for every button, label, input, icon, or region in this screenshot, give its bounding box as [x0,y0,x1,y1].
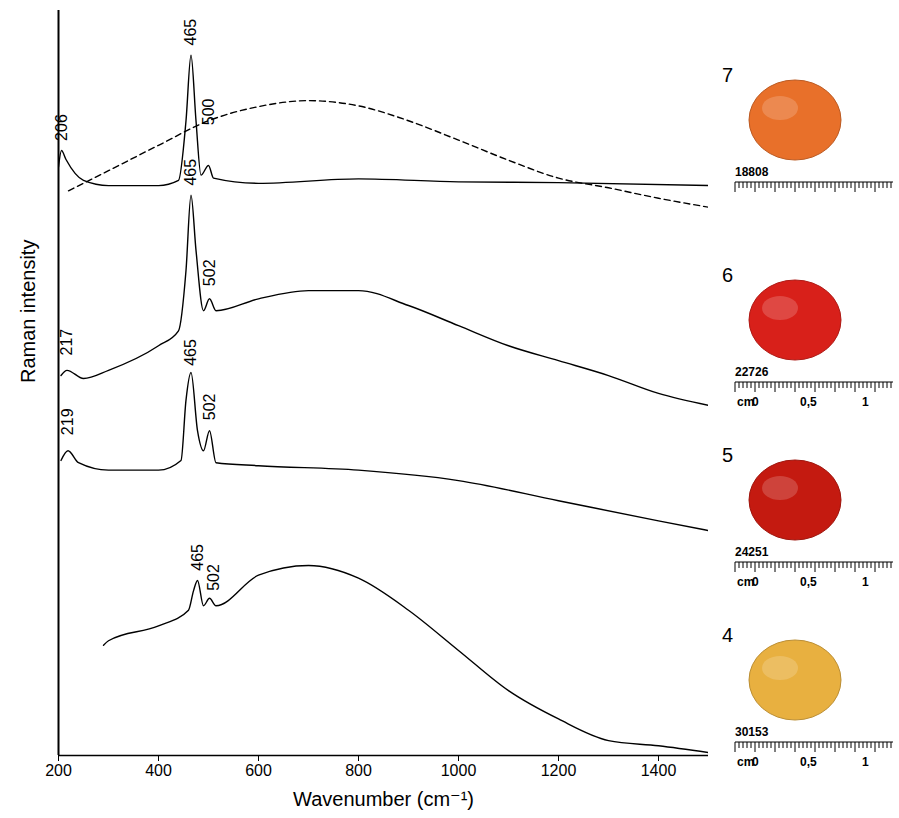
svg-text:7: 7 [722,64,733,86]
svg-text:1000: 1000 [441,762,477,779]
svg-text:502: 502 [205,564,222,591]
svg-text:4: 4 [722,624,733,646]
svg-text:Raman intensity: Raman intensity [17,240,39,383]
svg-text:24251: 24251 [735,545,769,559]
svg-text:cm: cm [737,755,755,769]
svg-text:1200: 1200 [541,762,577,779]
svg-text:465: 465 [189,544,206,571]
svg-text:0,5: 0,5 [800,755,817,769]
svg-text:465: 465 [182,339,199,366]
svg-text:0: 0 [752,575,759,589]
svg-text:18808: 18808 [735,165,769,179]
svg-text:800: 800 [345,762,372,779]
svg-text:5: 5 [722,444,733,466]
svg-text:1: 1 [862,395,869,409]
svg-text:cm: cm [737,575,755,589]
svg-text:6: 6 [722,264,733,286]
svg-text:1400: 1400 [641,762,677,779]
svg-text:30153: 30153 [735,725,769,739]
svg-text:600: 600 [245,762,272,779]
svg-text:502: 502 [201,259,218,286]
svg-text:500: 500 [200,98,217,125]
svg-text:217: 217 [58,329,75,356]
svg-text:Wavenumber (cm⁻¹): Wavenumber (cm⁻¹) [293,788,474,810]
svg-text:206: 206 [53,114,70,141]
svg-text:0: 0 [752,395,759,409]
svg-text:1: 1 [862,575,869,589]
svg-text:502: 502 [201,393,218,420]
svg-text:465: 465 [182,159,199,186]
svg-text:219: 219 [59,408,76,435]
svg-text:0,5: 0,5 [800,575,817,589]
svg-text:200: 200 [45,762,72,779]
svg-text:cm: cm [737,395,755,409]
svg-text:0,5: 0,5 [800,395,817,409]
svg-text:1: 1 [862,755,869,769]
svg-text:400: 400 [145,762,172,779]
svg-text:465: 465 [182,19,199,46]
svg-text:22726: 22726 [735,365,769,379]
svg-text:0: 0 [752,755,759,769]
